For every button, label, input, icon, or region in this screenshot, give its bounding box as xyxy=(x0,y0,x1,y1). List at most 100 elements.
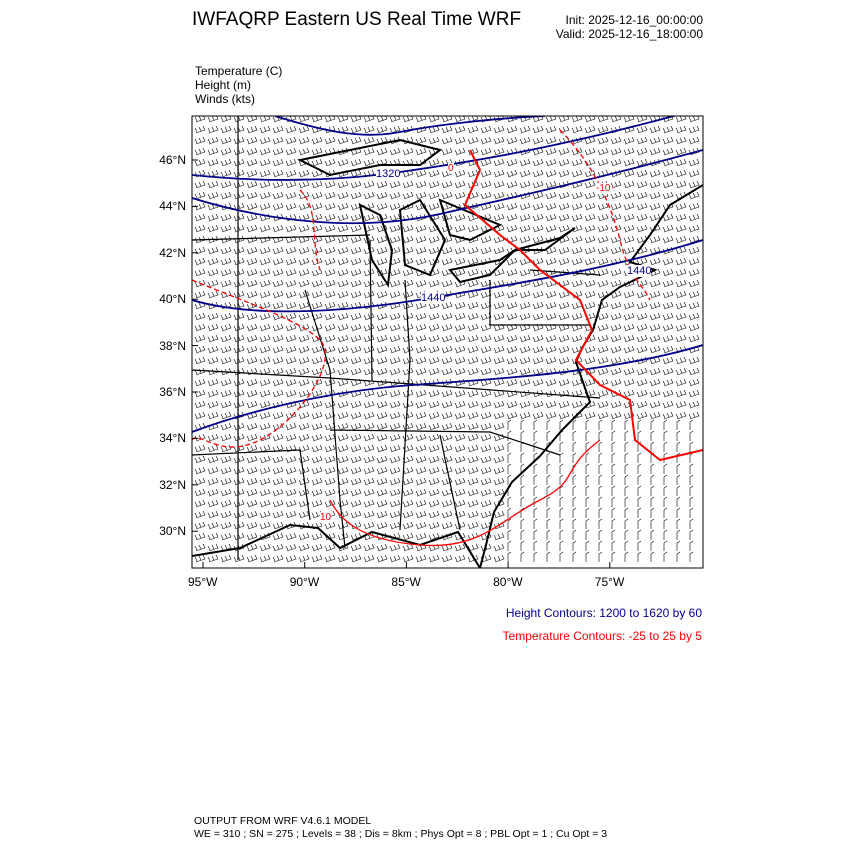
wind-barb xyxy=(233,334,245,343)
lat-tick-label: 44°N xyxy=(159,199,186,214)
wind-barb xyxy=(610,268,622,277)
wind-barb xyxy=(350,323,362,332)
wind-barb xyxy=(623,389,635,398)
wind-barb xyxy=(585,452,590,463)
wind-barb xyxy=(637,485,642,496)
wind-barb xyxy=(676,485,681,496)
wind-barb xyxy=(597,356,609,365)
wind-barb xyxy=(389,202,401,211)
wind-barb xyxy=(337,356,349,365)
wind-barb xyxy=(623,191,635,200)
wind-barb xyxy=(259,323,271,332)
wind-barb xyxy=(337,268,349,277)
wind-barb xyxy=(233,147,245,156)
wind-barb xyxy=(662,235,674,244)
wind-barb xyxy=(194,202,206,211)
wind-barb xyxy=(220,323,232,332)
wind-barb xyxy=(545,290,557,299)
wind-barb xyxy=(663,452,668,463)
wind-barb xyxy=(584,213,596,222)
wind-barb xyxy=(350,367,362,376)
wind-barb xyxy=(689,540,694,551)
wind-barb xyxy=(689,485,694,496)
init-time: Init: 2025-12-16_00:00:00 xyxy=(565,13,703,27)
wind-barb xyxy=(350,488,362,497)
wind-barb xyxy=(493,433,505,442)
wind-barb xyxy=(662,301,674,310)
wind-barb xyxy=(350,411,362,420)
wind-barb xyxy=(259,136,271,145)
wind-barb xyxy=(545,411,557,420)
wind-barb xyxy=(610,191,622,200)
wind-barb xyxy=(662,290,674,299)
wind-barb xyxy=(194,455,206,464)
wind-barb xyxy=(545,345,557,354)
wind-barb xyxy=(545,180,557,189)
wind-barb xyxy=(350,334,362,343)
wind-barb xyxy=(350,422,362,431)
wind-barb xyxy=(480,466,492,475)
wind-barb xyxy=(402,411,414,420)
wind-barb xyxy=(337,345,349,354)
wind-barb xyxy=(233,158,245,167)
wind-barb xyxy=(650,529,655,540)
wind-barb xyxy=(519,367,531,376)
wind-barb xyxy=(676,452,681,463)
footer-model: OUTPUT FROM WRF V4.6.1 MODEL xyxy=(194,815,372,827)
wind-barb xyxy=(480,433,492,442)
wind-barb xyxy=(598,430,603,441)
wind-barb xyxy=(428,334,440,343)
wind-barb xyxy=(519,158,531,167)
wind-barb xyxy=(350,169,362,178)
wind-barb xyxy=(454,455,466,464)
wind-barb xyxy=(454,488,466,497)
wind-barb xyxy=(363,180,375,189)
wind-barb xyxy=(688,202,700,211)
wind-barb xyxy=(467,301,479,310)
wind-barb xyxy=(207,180,219,189)
wind-barb xyxy=(533,485,538,496)
wind-barb xyxy=(519,169,531,178)
wind-barb xyxy=(220,422,232,431)
wind-barb xyxy=(597,400,609,409)
wind-barb xyxy=(220,279,232,288)
wind-barb xyxy=(233,235,245,244)
wind-barb xyxy=(285,389,297,398)
wind-barb xyxy=(428,466,440,475)
wind-barb xyxy=(376,543,388,552)
wind-barb xyxy=(428,521,440,530)
wind-barb xyxy=(611,507,616,518)
wind-barb xyxy=(194,433,206,442)
wind-barb xyxy=(298,136,310,145)
lat-tick-label: 36°N xyxy=(159,385,186,399)
wind-barb xyxy=(350,136,362,145)
wind-barb xyxy=(207,400,219,409)
wind-barb xyxy=(520,452,525,463)
wind-barb xyxy=(259,378,271,387)
wind-barb xyxy=(324,345,336,354)
wind-barb xyxy=(389,488,401,497)
wind-barb xyxy=(376,510,388,519)
wind-barb xyxy=(298,488,310,497)
wind-barb xyxy=(389,356,401,365)
wind-barb xyxy=(493,455,505,464)
wind-barb xyxy=(428,389,440,398)
wind-barb xyxy=(194,224,206,233)
wind-barb xyxy=(637,441,642,452)
wind-barb xyxy=(532,356,544,365)
wind-barb xyxy=(507,419,512,430)
wind-barb xyxy=(519,356,531,365)
wind-barb xyxy=(688,400,700,409)
wind-barb xyxy=(467,246,479,255)
wind-barb xyxy=(533,507,538,518)
wind-barb xyxy=(559,540,564,551)
wind-barb xyxy=(598,540,603,551)
wind-barb xyxy=(207,345,219,354)
wind-barb xyxy=(259,125,271,134)
wind-barb xyxy=(663,463,668,474)
wind-barb xyxy=(402,301,414,310)
wind-barb xyxy=(402,235,414,244)
wind-barb xyxy=(194,180,206,189)
wind-barb xyxy=(350,444,362,453)
wind-barb xyxy=(584,169,596,178)
